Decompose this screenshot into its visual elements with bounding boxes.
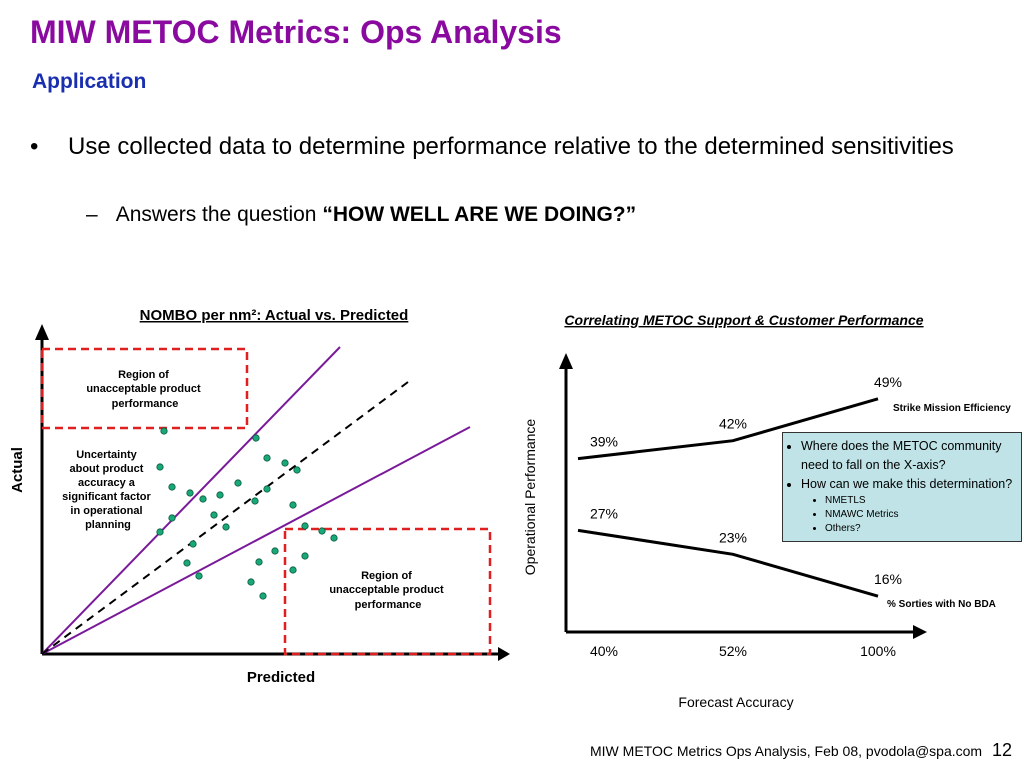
- series-strike-name: Strike Mission Efficiency: [893, 403, 1011, 414]
- scatter-point: [247, 578, 255, 586]
- scatter-point: [251, 497, 259, 505]
- scatter-point: [263, 454, 271, 462]
- sub-bullet-emphasis: “HOW WELL ARE WE DOING?”: [322, 203, 637, 226]
- data-label: 23%: [719, 529, 747, 545]
- scatter-point: [222, 523, 230, 531]
- scatter-point: [289, 566, 297, 574]
- lower-bound-line: [41, 426, 471, 655]
- right-y-label: Operational Performance: [522, 419, 538, 576]
- scatter-point: [210, 511, 218, 519]
- left-x-arrow: [498, 647, 510, 661]
- data-label: 39%: [590, 434, 618, 450]
- x-tick-52: 52%: [719, 643, 747, 659]
- sub-bullet: – Answers the question “HOW WELL ARE WE D…: [86, 203, 636, 227]
- left-y-label: Actual: [9, 447, 26, 493]
- right-x-arrow: [913, 625, 927, 639]
- scatter-point: [183, 559, 191, 567]
- scatter-point: [255, 558, 263, 566]
- note-subitem: Others?: [825, 522, 1015, 536]
- scatter-point: [259, 592, 267, 600]
- scatter-point: [289, 501, 297, 509]
- scatter-point: [271, 547, 279, 555]
- scatter-point: [168, 483, 176, 491]
- scatter-point: [156, 463, 164, 471]
- upper-bound-line: [41, 346, 341, 655]
- scatter-point: [281, 459, 289, 467]
- slide-title: MIW METOC Metrics: Ops Analysis: [30, 14, 562, 50]
- slide-subtitle: Application: [32, 70, 147, 93]
- data-label: 49%: [874, 374, 902, 390]
- scatter-point: [293, 466, 301, 474]
- region-bottom-label: Region of unacceptable product performan…: [329, 570, 446, 611]
- scatter-point: [216, 491, 224, 499]
- uncertainty-label: Uncertainty about product accuracy a sig…: [62, 449, 154, 531]
- x-tick-40: 40%: [590, 643, 618, 659]
- data-labels: 39% 42% 49% 27% 23% 16%: [590, 374, 902, 587]
- sub-bullet-prefix: Answers the question: [115, 203, 317, 226]
- left-x-label: Predicted: [247, 669, 315, 686]
- scatter-point: [318, 527, 326, 535]
- dash-symbol: –: [86, 203, 98, 226]
- ideal-line: [41, 381, 409, 655]
- actual-vs-predicted-chart: NOMBO per nm²: Actual vs. Predicted Regi…: [9, 307, 510, 686]
- performance-chart: Correlating METOC Support & Customer Per…: [522, 312, 1011, 710]
- region-bottom-box: [283, 527, 492, 656]
- region-top-label: Region of unacceptable product performan…: [86, 369, 203, 410]
- scatter-point: [263, 485, 271, 493]
- series-no-bda-line: [577, 528, 879, 598]
- note-subitem: NMETLS: [825, 494, 1015, 508]
- right-y-arrow: [559, 353, 573, 369]
- scatter-point: [160, 427, 168, 435]
- note-item: How can we make this determination?: [801, 475, 1015, 494]
- main-bullet-text: Use collected data to determine performa…: [68, 133, 954, 160]
- page-number: 12: [992, 740, 1013, 760]
- scatter-point: [189, 540, 197, 548]
- left-chart-title: NOMBO per nm²: Actual vs. Predicted: [140, 307, 409, 324]
- scatter-point: [168, 514, 176, 522]
- scatter-point: [195, 572, 203, 580]
- scatter-point: [330, 534, 338, 542]
- scatter-point: [199, 495, 207, 503]
- bullet-symbol: •: [30, 133, 39, 160]
- note-box: Where does the METOC community need to f…: [782, 432, 1022, 542]
- scatter-points: [156, 427, 338, 600]
- note-subitem: NMAWC Metrics: [825, 508, 1015, 522]
- main-bullet: • Use collected data to determine perfor…: [30, 130, 990, 164]
- footer-text: MIW METOC Metrics Ops Analysis, Feb 08, …: [590, 743, 983, 759]
- note-item: Where does the METOC community need to f…: [801, 437, 1015, 475]
- scatter-point: [156, 528, 164, 536]
- series-no-bda-name: % Sorties with No BDA: [887, 599, 996, 610]
- data-label: 27%: [590, 505, 618, 521]
- series-strike-efficiency-line: [577, 397, 879, 461]
- scatter-point: [234, 479, 242, 487]
- scatter-point: [252, 434, 260, 442]
- x-tick-100: 100%: [860, 643, 896, 659]
- scatter-point: [301, 522, 309, 530]
- right-x-label: Forecast Accuracy: [678, 694, 793, 710]
- left-y-arrow: [35, 324, 49, 340]
- scatter-point: [186, 489, 194, 497]
- right-chart-title: Correlating METOC Support & Customer Per…: [564, 312, 923, 328]
- data-label: 42%: [719, 416, 747, 432]
- data-label: 16%: [874, 571, 902, 587]
- scatter-point: [301, 552, 309, 560]
